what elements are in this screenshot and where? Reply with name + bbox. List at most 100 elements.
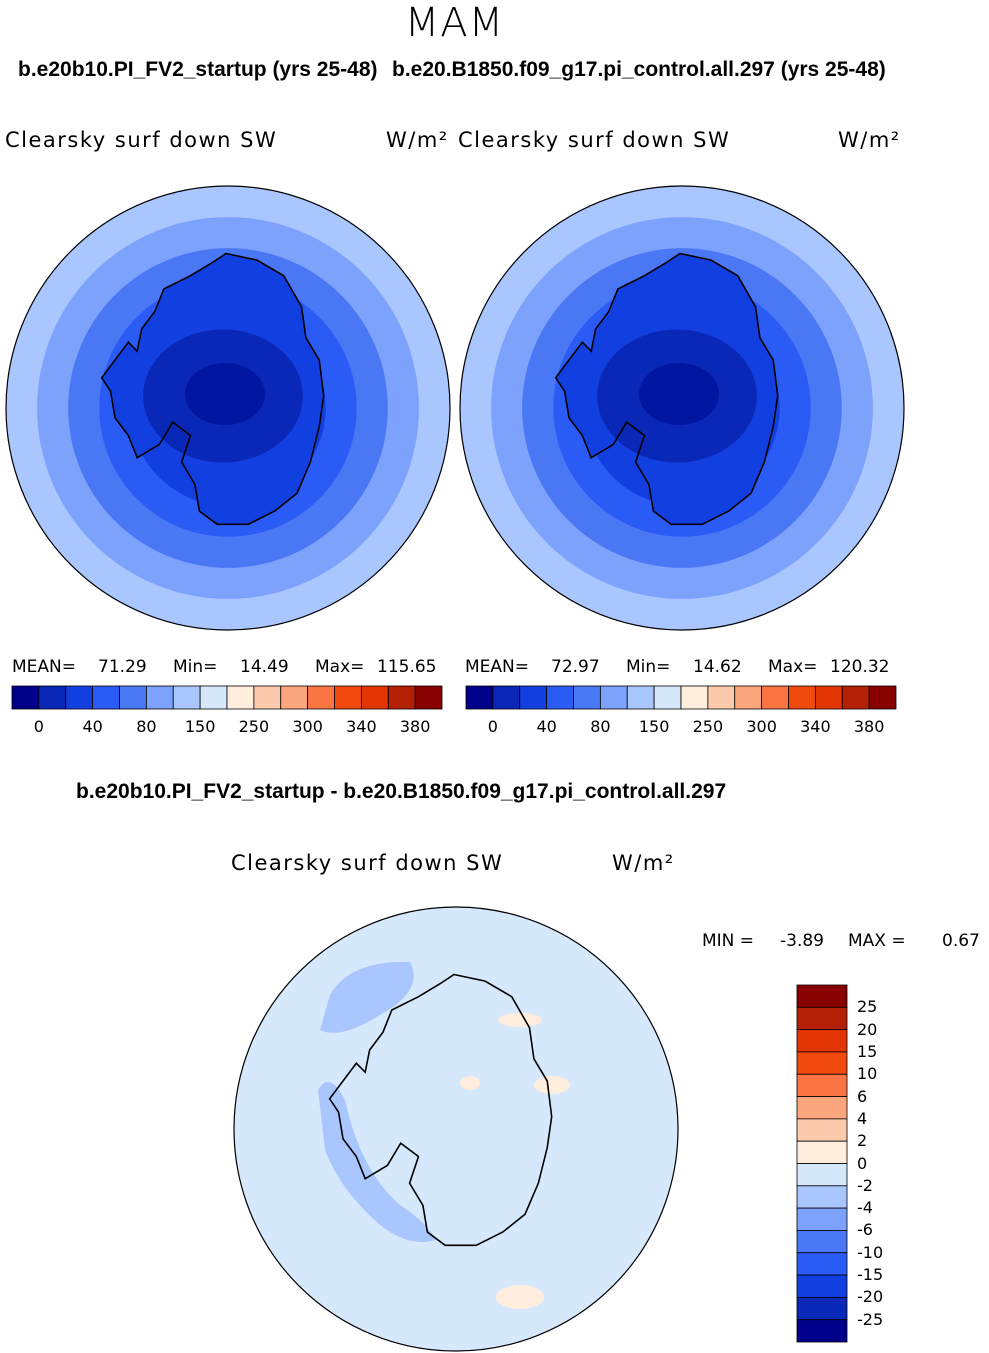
right-colorbar-swatch-1 [492,685,521,710]
difference-colorbar-swatch-7 [796,1140,848,1164]
diff-negative-region-west [318,1082,435,1243]
right-colorbar-swatch-8 [680,685,709,710]
difference-colorbar-tick-0: 25 [857,997,878,1017]
right-map-boundary [459,185,905,631]
difference-colorbar-tick-3: 10 [857,1064,878,1084]
left-colorbar-tick-5: 300 [292,717,323,736]
difference-colorbar-tick-8: -2 [857,1175,873,1195]
left-map-core-contour [185,362,265,426]
left-colorbar-swatch-8 [226,685,255,710]
right-colorbar-swatch-3 [546,685,574,710]
difference-colorbar-swatch-13 [796,1274,848,1298]
right-colorbar-swatch-10 [734,685,763,710]
difference-colorbar-swatch-1 [796,1006,848,1031]
right-max-label: Max= [768,657,818,677]
right-colorbar-swatch-6 [626,685,655,710]
left-colorbar-swatch-13 [360,685,389,710]
right-colorbar [465,685,897,710]
right-colorbar-tick-4: 250 [692,717,724,736]
difference-colorbar-swatch-14 [796,1296,848,1321]
difference-colorbar-swatch-6 [796,1118,848,1142]
left-units-label: W/m² [386,128,449,152]
right-case-title: b.e20.B1850.f09_g17.pi_control.all.297 (… [392,58,886,81]
diff-positive-region-south [496,1285,544,1309]
right-map [459,185,905,631]
difference-colorbar-swatch-3 [796,1051,848,1075]
difference-colorbar-swatch-5 [796,1096,848,1120]
left-max-label: Max= [315,657,365,677]
left-colorbar-swatch-9 [253,685,282,710]
left-min-label: Min= [173,657,218,677]
difference-colorbar-tick-5: 4 [857,1108,868,1128]
right-variable-label: Clearsky surf down SW [458,128,731,152]
difference-colorbar-swatch-2 [796,1029,848,1053]
difference-colorbar-swatch-12 [796,1252,848,1276]
difference-min-value: -3.89 [780,931,824,951]
difference-colorbar-tick-2: 15 [857,1041,878,1061]
left-map [5,185,451,631]
difference-colorbar-tick-1: 20 [857,1019,878,1039]
diff-positive-region-center [460,1076,480,1090]
right-colorbar-swatch-2 [519,685,548,710]
right-colorbar-swatch-14 [841,685,870,710]
left-colorbar-tick-7: 380 [399,717,431,736]
left-colorbar-swatch-0 [11,685,40,710]
diff-positive-region-coast [498,1013,542,1027]
right-colorbar-tick-3: 150 [638,717,670,736]
right-colorbar-tick-1: 40 [536,717,557,736]
right-min-label: Min= [626,657,671,677]
right-colorbar-tick-5: 300 [746,717,777,736]
difference-colorbar-swatch-10 [796,1207,848,1231]
difference-colorbar-tick-6: 2 [857,1131,868,1151]
left-colorbar-tick-0: 0 [33,717,44,736]
left-colorbar-swatch-7 [199,685,228,710]
right-colorbar-tick-6: 340 [800,717,831,736]
right-mean-value: 72.97 [551,657,600,677]
difference-colorbar-swatch-9 [796,1185,848,1209]
difference-colorbar-tick-4: 6 [857,1086,868,1106]
left-case-title: b.e20b10.PI_FV2_startup (yrs 25-48) [18,58,378,81]
right-colorbar-tick-0: 0 [487,717,498,736]
difference-case-title: b.e20b10.PI_FV2_startup - b.e20.B1850.f0… [76,780,727,803]
left-colorbar-tick-6: 340 [346,717,377,736]
left-colorbar-swatch-10 [280,685,309,710]
left-map-boundary [5,185,451,631]
right-colorbar-swatch-11 [761,685,789,710]
right-colorbar-swatch-0 [465,685,494,710]
diff-positive-region-east [534,1076,570,1094]
right-colorbar-swatch-4 [573,685,601,710]
difference-colorbar-swatch-0 [796,984,848,1008]
right-mean-label: MEAN= [465,657,529,677]
left-colorbar-swatch-6 [172,685,201,710]
left-colorbar [11,685,443,710]
right-max-value: 120.32 [830,657,890,677]
left-min-value: 14.49 [240,657,289,677]
difference-max-value: 0.67 [942,931,980,951]
right-colorbar-swatch-13 [814,685,843,710]
difference-colorbar-tick-12: -15 [857,1265,884,1285]
right-colorbar-swatch-7 [653,685,682,710]
left-colorbar-swatch-14 [387,685,416,710]
difference-max-label: MAX = [848,931,906,951]
difference-colorbar-tick-9: -4 [857,1198,873,1218]
left-colorbar-tick-1: 40 [82,717,103,736]
left-colorbar-tick-3: 150 [184,717,216,736]
left-colorbar-tick-4: 250 [238,717,270,736]
left-colorbar-swatch-5 [145,685,174,710]
left-mean-label: MEAN= [12,657,76,677]
right-colorbar-tick-7: 380 [853,717,885,736]
difference-colorbar-tick-13: -20 [857,1287,884,1307]
left-colorbar-swatch-11 [307,685,335,710]
diff-map-boundary [233,906,679,1352]
right-colorbar-swatch-12 [788,685,816,710]
difference-colorbar [796,984,848,1343]
left-colorbar-swatch-3 [92,685,120,710]
left-mean-value: 71.29 [98,657,147,677]
left-colorbar-swatch-4 [119,685,147,710]
difference-variable-label: Clearsky surf down SW [231,851,504,875]
difference-colorbar-swatch-4 [796,1073,848,1097]
difference-colorbar-swatch-15 [796,1319,848,1343]
difference-colorbar-tick-11: -10 [857,1242,884,1262]
right-colorbar-swatch-15 [868,685,897,710]
